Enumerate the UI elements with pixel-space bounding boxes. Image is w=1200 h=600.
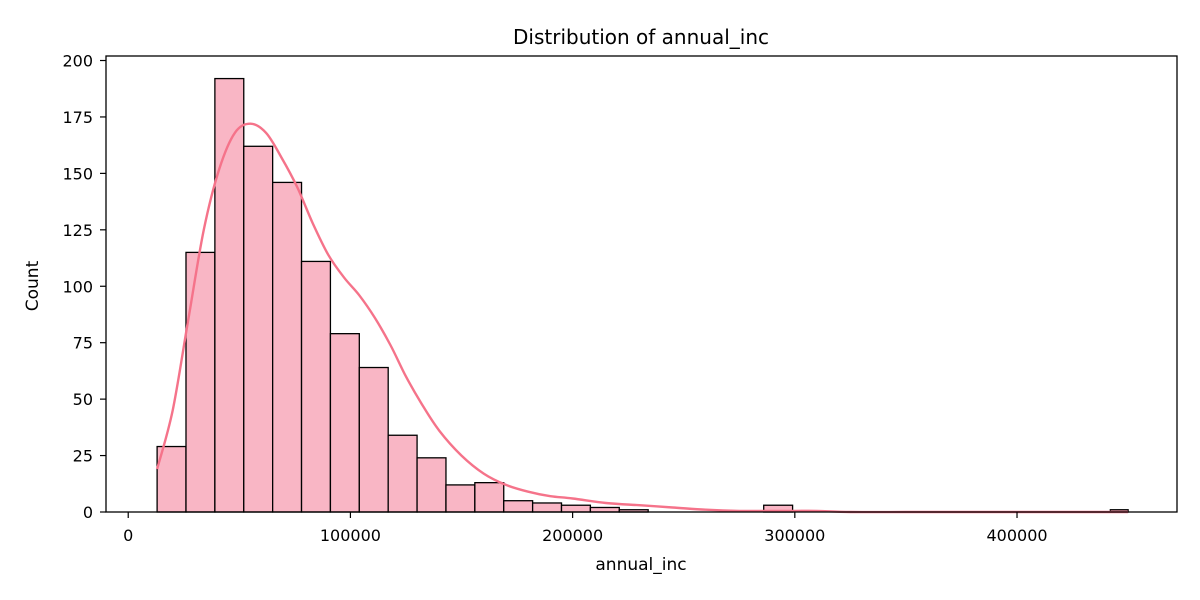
y-axis-label: Count [23,260,43,311]
kde-curve-group [155,122,1129,514]
y-tick-label: 75 [73,334,93,353]
histogram-bar [329,333,360,513]
plot-frame [105,55,1178,513]
x-axis-label: annual_inc [595,555,686,575]
x-axis: 0 100000 200000 300000 400000 [123,512,1048,545]
y-tick-label: 175 [62,108,93,127]
histogram-bar [445,484,476,513]
histogram-bar [531,502,563,513]
x-tick-label: 400000 [986,526,1047,545]
histogram-bar [300,260,332,513]
x-tick-label: 200000 [542,526,603,545]
histogram-bar [271,181,303,513]
histogram-bar [185,251,216,513]
y-tick-label: 150 [62,164,93,183]
x-tick-label: 300000 [764,526,825,545]
y-axis: 0 25 50 75 100 125 150 175 200 [62,52,106,522]
histogram-bar [474,482,505,513]
y-tick-label: 50 [73,390,93,409]
histogram-bar [243,145,274,513]
kde-curve [155,122,1129,514]
histogram-bar [358,366,389,513]
y-tick-label: 25 [73,447,93,466]
histogram-bar [387,434,418,513]
x-tick-label: 0 [123,526,133,545]
histogram-bar [214,77,245,513]
y-tick-label: 100 [62,277,93,296]
x-tick-label: 100000 [320,526,381,545]
y-tick-label: 200 [62,52,93,71]
histogram-bar [503,500,534,513]
histogram-bar [416,457,447,513]
histogram-bar [156,445,187,513]
y-tick-label: 0 [83,503,93,522]
chart-title: Distribution of annual_inc [513,25,769,49]
histogram-bar [560,504,592,513]
histogram-bars [156,77,1129,513]
y-tick-label: 125 [62,221,93,240]
histogram-bar [589,506,620,513]
